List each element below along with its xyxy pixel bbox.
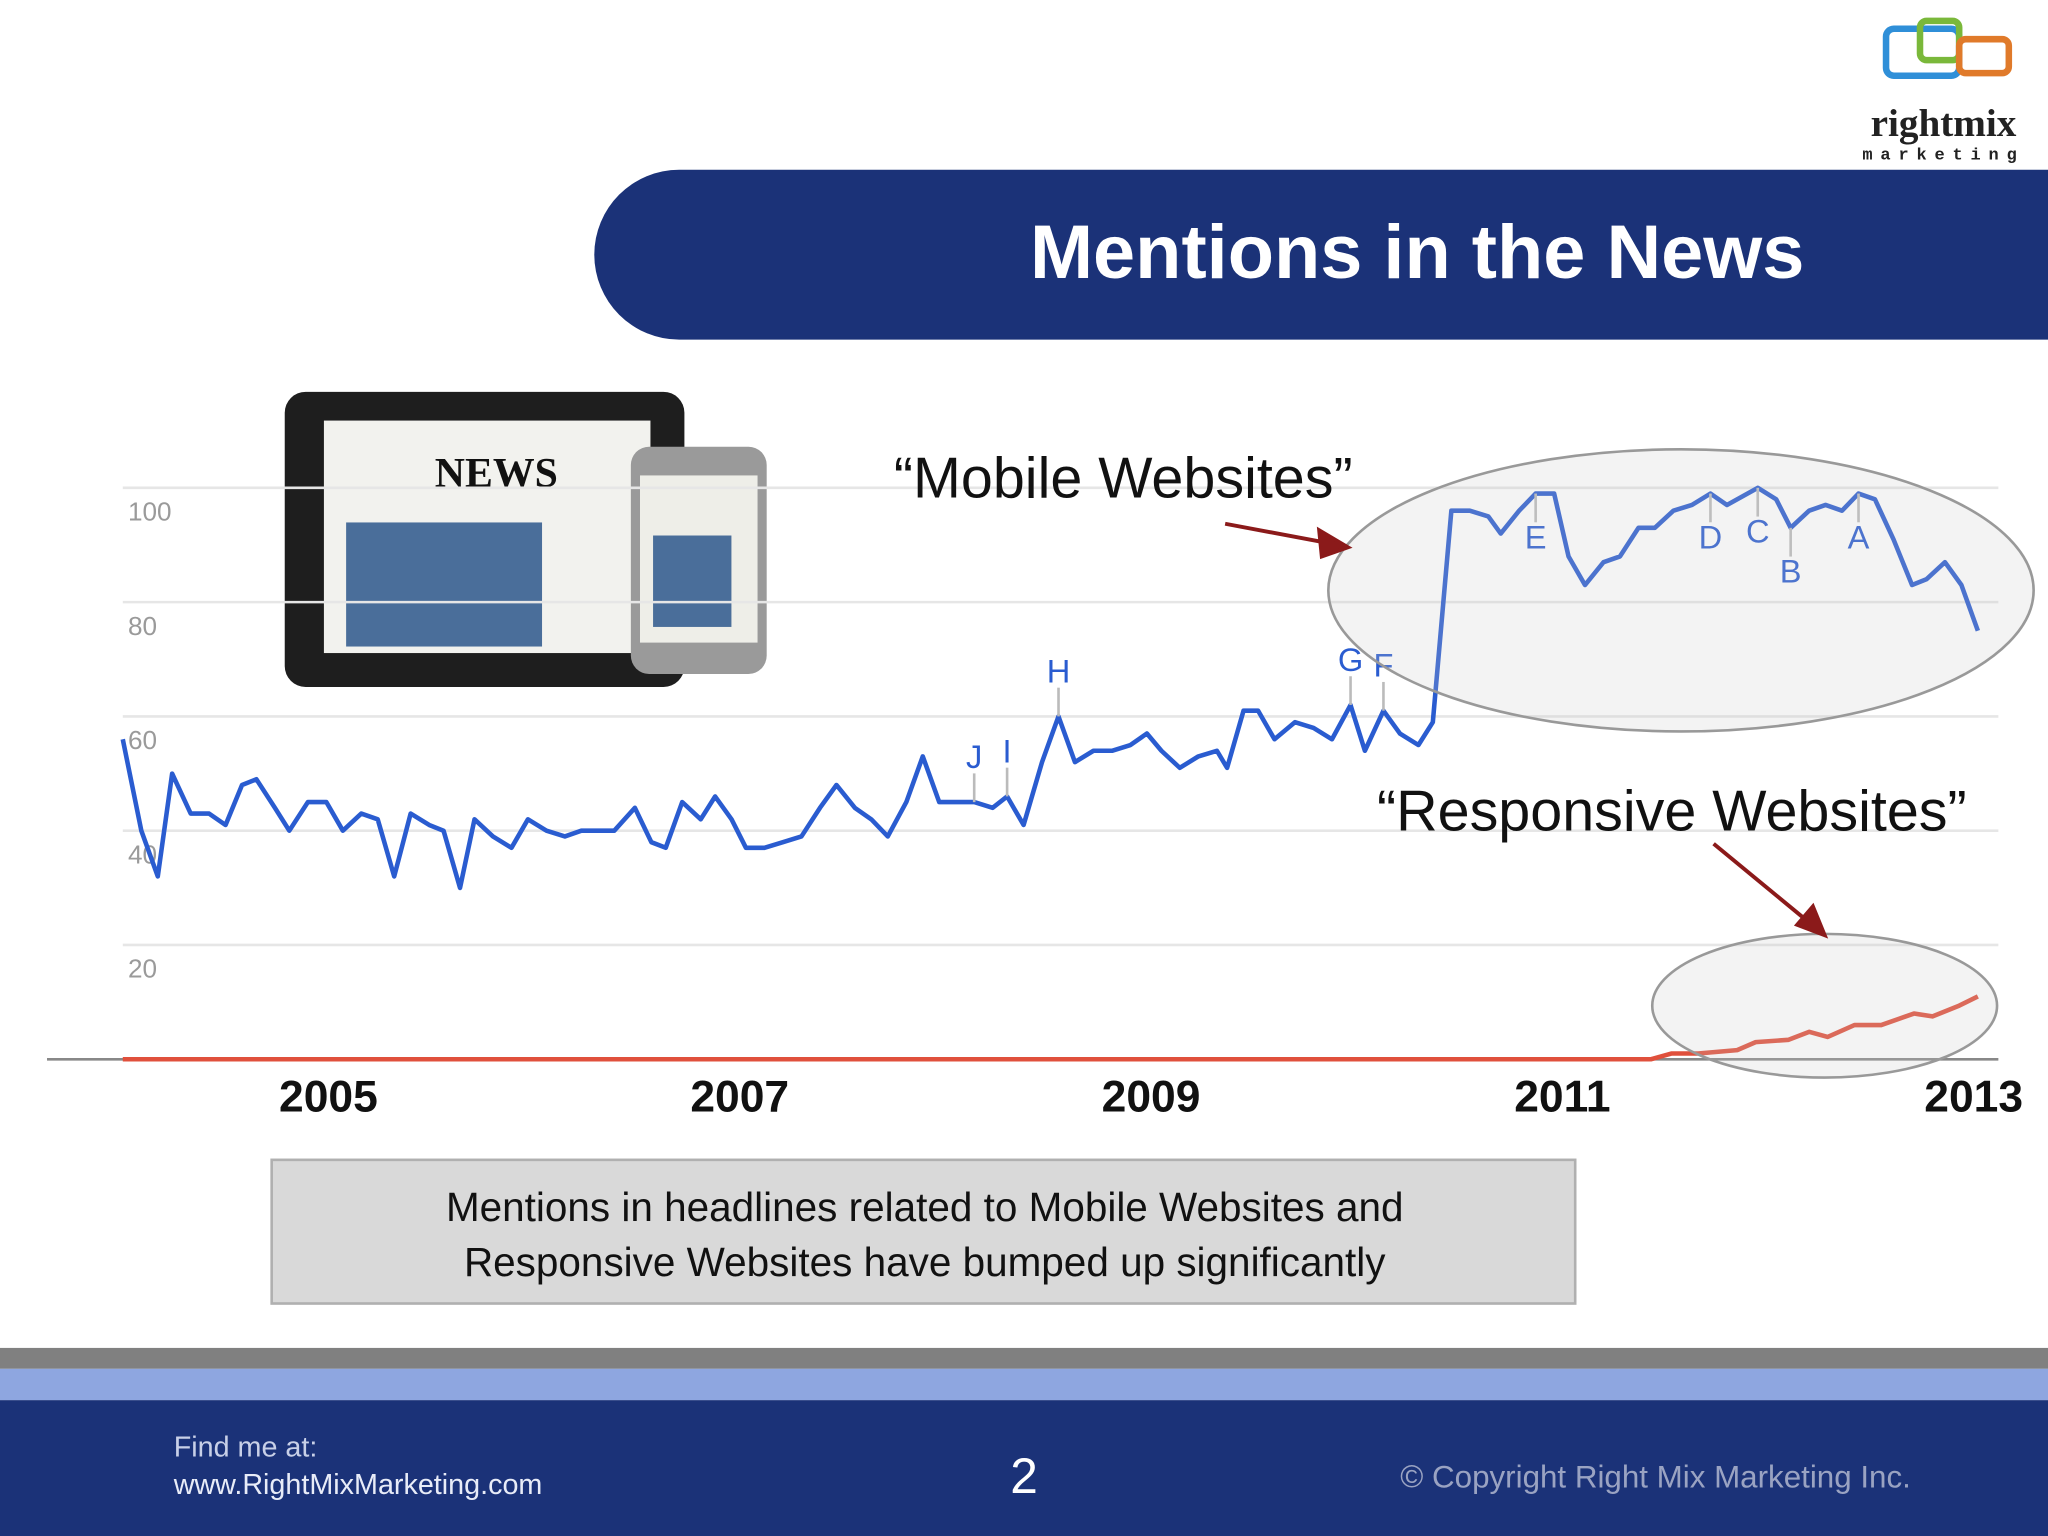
page-number: 2 [1010, 1448, 1038, 1504]
footer-band [0, 1368, 2048, 1401]
y-tick-label: 80 [128, 611, 157, 641]
copyright: © Copyright Right Mix Marketing Inc. [1400, 1460, 1911, 1495]
x-tick-label: 2011 [1514, 1073, 1610, 1122]
footer-band [0, 1347, 2048, 1369]
series-label: “Responsive Websites” [1377, 780, 1967, 844]
news-photo [346, 522, 543, 647]
logo: rightmix marketing [1862, 17, 2024, 165]
logo-bubble [1955, 35, 2013, 77]
y-tick-label: 100 [128, 496, 172, 526]
phone-photo [653, 535, 732, 627]
y-tick-label: 60 [128, 725, 157, 755]
annotation-label: C [1746, 513, 1770, 550]
title-banner [594, 169, 2048, 340]
annotation-label: A [1848, 518, 1870, 555]
image-text: NEWS [435, 451, 558, 497]
x-tick-label: 2009 [1102, 1073, 1201, 1122]
y-tick-label: 20 [128, 954, 157, 984]
annotation-label: E [1525, 518, 1547, 555]
annotation-label: B [1780, 553, 1802, 590]
arrows [1224, 521, 1829, 939]
arrow [1224, 521, 1330, 546]
footer-url: www.RightMixMarketing.com [173, 1469, 543, 1501]
annotation-label: H [1047, 652, 1071, 689]
arrow [1712, 842, 1812, 925]
arrow-head [1793, 902, 1829, 939]
logo-name: rightmix [1871, 102, 2017, 145]
x-tick-label: 2005 [279, 1073, 378, 1122]
x-tick-label: 2007 [690, 1073, 789, 1122]
caption-line: Mentions in headlines related to Mobile … [446, 1184, 1404, 1230]
caption-box [270, 1158, 1577, 1305]
footer [0, 1400, 2048, 1536]
chart-title: Mentions in the News [1030, 210, 1804, 295]
plot: 2040608010020052007200920112013JIHGFEDCB… [47, 485, 2023, 1122]
logo-tagline: marketing [1862, 146, 2024, 165]
series-label: “Mobile Websites” [894, 447, 1353, 511]
highlight-ellipse [1650, 932, 1999, 1079]
caption-line: Responsive Websites have bumped up signi… [464, 1239, 1386, 1285]
highlight-ellipse [1327, 447, 2035, 733]
arrow-head [1316, 526, 1353, 560]
footer-label: Find me at: [174, 1431, 318, 1463]
annotation-label: D [1699, 518, 1723, 555]
annotation-label: J [966, 738, 982, 775]
device-image: NEWS [284, 391, 767, 688]
annotation-label: I [1003, 732, 1012, 769]
x-tick-label: 2013 [1924, 1073, 2023, 1122]
series-line [122, 994, 1979, 1062]
